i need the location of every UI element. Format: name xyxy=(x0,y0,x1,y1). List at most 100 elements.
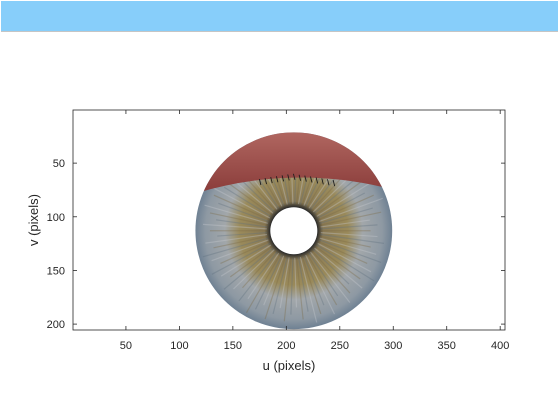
iris-fiber xyxy=(220,241,270,264)
y-tick-label: 150 xyxy=(47,265,65,277)
iris-image xyxy=(195,132,393,330)
x-tick-label: 50 xyxy=(120,340,132,352)
window-title-bar xyxy=(1,1,558,32)
y-tick-label: 50 xyxy=(53,158,65,170)
eyelash xyxy=(292,173,296,180)
x-tick-label: 400 xyxy=(491,340,509,352)
iris-fiber xyxy=(264,256,287,320)
iris-fiber xyxy=(272,256,288,315)
iris-fiber xyxy=(229,246,273,278)
iris-fiber xyxy=(242,250,277,289)
iris-fiber xyxy=(217,232,267,237)
eyelash xyxy=(275,176,279,183)
iris-fiber xyxy=(316,244,375,282)
eyelash xyxy=(321,178,324,185)
iris-fiber xyxy=(319,197,383,223)
iris-fiber xyxy=(263,255,285,306)
eyelash xyxy=(281,175,285,182)
iris-fiber xyxy=(306,253,338,306)
iris-fiber xyxy=(320,232,378,238)
iris-fiber xyxy=(233,249,275,290)
iris-fiber xyxy=(314,247,363,289)
eyelash xyxy=(310,176,313,183)
y-tick-label: 200 xyxy=(47,319,65,331)
iris-fiber xyxy=(315,246,361,280)
iris-fiber xyxy=(319,207,373,224)
iris-fiber xyxy=(211,239,269,262)
iris-fiber xyxy=(320,233,385,244)
iris-fiber xyxy=(209,212,268,226)
iris-fiber xyxy=(314,179,355,214)
eyelash xyxy=(304,175,307,182)
iris-fiber xyxy=(311,250,351,294)
eyelashes xyxy=(258,173,336,187)
eyelash xyxy=(298,174,302,181)
axes-frame xyxy=(72,109,506,331)
iris-fiber xyxy=(301,256,322,315)
iris-fiber xyxy=(218,202,269,223)
iris-fiber xyxy=(209,185,271,219)
iris-fiber xyxy=(294,257,298,308)
iris-fiber xyxy=(205,233,268,244)
upper-eyelid xyxy=(195,132,393,194)
iris-fiber xyxy=(318,194,374,221)
iris-fiber xyxy=(303,255,325,306)
iris-fiber xyxy=(202,223,267,230)
eyelash xyxy=(327,179,330,186)
eyelash xyxy=(264,177,267,185)
iris-fiber xyxy=(234,180,274,214)
iris-fiber xyxy=(213,235,268,249)
iris-fiber xyxy=(320,235,371,248)
iris-fiber xyxy=(319,239,382,264)
iris-fiber xyxy=(245,253,281,313)
iris-fiber xyxy=(299,256,318,323)
iris-texture xyxy=(202,139,385,323)
iris-fiber xyxy=(204,204,268,224)
eyelash xyxy=(315,177,319,184)
iris-fiber xyxy=(211,242,271,275)
iris-fiber xyxy=(318,241,368,264)
x-tick-label: 200 xyxy=(277,340,295,352)
iris-fiber xyxy=(220,244,272,277)
eyelash xyxy=(332,180,336,187)
iris-fiber xyxy=(283,257,292,322)
pupil xyxy=(270,207,318,255)
iris-fiber xyxy=(296,257,304,320)
iris-fiber xyxy=(319,237,377,255)
iris-fiber xyxy=(238,251,278,302)
iris-fiber xyxy=(312,249,350,285)
iris-fiber xyxy=(297,257,309,312)
y-tick-label: 100 xyxy=(47,212,65,224)
eyelash xyxy=(270,177,273,184)
y-axis-label: v (pixels) xyxy=(26,194,41,246)
iris-fiber xyxy=(316,181,373,217)
iris-fiber xyxy=(317,192,366,219)
iris-fiber xyxy=(308,252,339,297)
x-axis-ticks: 50 100 150 200 250 300 350 400 xyxy=(120,110,509,352)
x-tick-label: 100 xyxy=(170,340,188,352)
iris-fiber xyxy=(305,254,336,315)
iris-fiber xyxy=(317,242,372,273)
iris-fiber xyxy=(320,211,382,226)
iris-fiber xyxy=(215,219,268,228)
iris-fiber xyxy=(202,237,268,258)
x-axis-label: u (pixels) xyxy=(263,358,316,373)
iris-fiber xyxy=(290,257,294,315)
iris-fiber xyxy=(223,186,272,217)
iris-fiber xyxy=(320,219,370,228)
eyelash xyxy=(258,178,262,186)
x-tick-label: 350 xyxy=(438,340,456,352)
iris-fiber xyxy=(320,224,378,230)
iris-fiber xyxy=(223,247,274,290)
x-tick-label: 300 xyxy=(384,340,402,352)
y-axis-ticks: 50 100 150 200 xyxy=(47,158,505,331)
iris-fiber xyxy=(279,257,290,309)
x-tick-label: 150 xyxy=(224,340,242,352)
iris-fiber xyxy=(213,194,270,221)
iris-fiber xyxy=(309,251,351,303)
eyelash xyxy=(287,174,290,181)
iris-fiber xyxy=(315,179,364,216)
iris-fiber xyxy=(247,252,280,300)
x-tick-label: 250 xyxy=(331,340,349,352)
